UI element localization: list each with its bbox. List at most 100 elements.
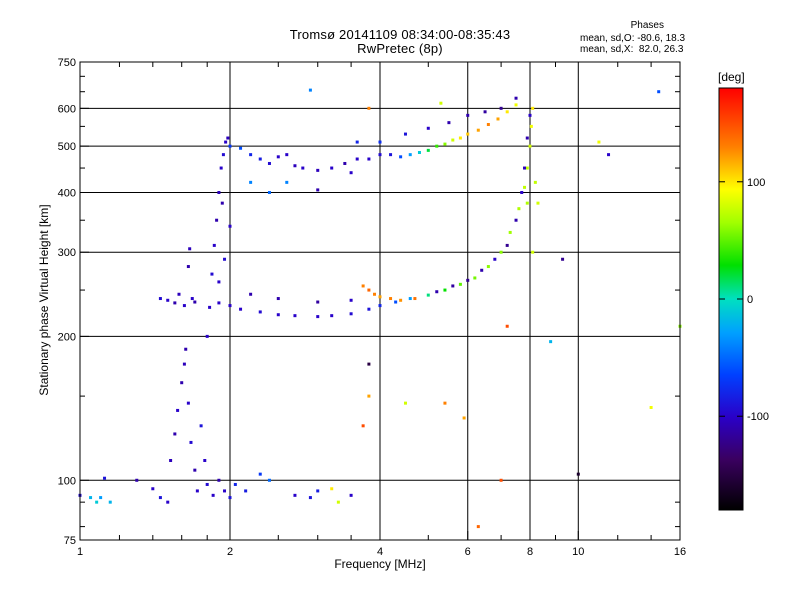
data-point (367, 106, 371, 110)
data-point (228, 496, 232, 500)
data-point (316, 300, 320, 304)
data-point (525, 136, 529, 140)
data-point (184, 347, 188, 351)
data-point (576, 472, 580, 476)
data-point (103, 476, 107, 480)
colorbar-ticks: 100 0 -100 (719, 177, 769, 423)
data-point (258, 472, 262, 476)
data-point (408, 153, 412, 157)
data-point (276, 297, 280, 301)
y-tick-label: 200 (58, 331, 76, 343)
data-point (355, 140, 359, 144)
data-point (182, 362, 186, 366)
data-point (330, 166, 334, 170)
x-tick-label: 10 (572, 546, 584, 558)
data-point (657, 90, 661, 94)
data-point (221, 153, 225, 157)
data-point (258, 310, 262, 314)
data-point (389, 297, 393, 301)
data-point (203, 458, 207, 462)
data-point (210, 272, 214, 276)
colorbar-tick-label: 100 (747, 177, 765, 189)
data-point (435, 290, 439, 294)
data-point (193, 468, 197, 472)
data-point (233, 482, 237, 486)
data-point (316, 168, 320, 172)
data-point (285, 180, 289, 184)
chart-title: Tromsø 20141109 08:34:00-08:35:43 (289, 27, 511, 42)
data-point (267, 478, 271, 482)
data-point (399, 298, 403, 302)
data-point (316, 188, 320, 192)
data-point (473, 276, 477, 280)
data-point (649, 405, 653, 409)
phase-stats-heading: Phases (630, 20, 664, 31)
data-point (249, 153, 253, 157)
data-point (211, 493, 215, 497)
data-point (244, 489, 248, 493)
data-point (514, 103, 518, 107)
data-point (403, 401, 407, 405)
data-point (486, 123, 490, 127)
data-point (330, 314, 334, 318)
data-point (499, 478, 503, 482)
data-point (443, 401, 447, 405)
data-point (355, 157, 359, 161)
data-point (443, 288, 447, 292)
data-point (499, 250, 503, 254)
data-point (349, 171, 353, 175)
data-point (597, 140, 601, 144)
phase-stats-o: mean, sd,O: -80.6, 18.3 (580, 33, 686, 44)
data-point (505, 243, 509, 247)
data-point (166, 500, 170, 504)
x-axis-label: Frequency [MHz] (334, 557, 425, 571)
y-tick-label: 75 (64, 535, 76, 547)
data-point (349, 298, 353, 302)
data-point (462, 416, 466, 420)
x-tick-label: 4 (377, 546, 383, 558)
data-point (536, 201, 540, 205)
data-point (99, 496, 103, 500)
data-point (195, 489, 199, 493)
data-point (458, 136, 462, 140)
data-point (228, 224, 232, 228)
data-point (443, 142, 447, 146)
data-point (217, 478, 221, 482)
data-point (476, 128, 480, 132)
data-point (308, 88, 312, 92)
data-point (505, 110, 509, 114)
data-point (330, 487, 334, 491)
data-point (483, 110, 487, 114)
data-point (531, 106, 535, 110)
data-point (190, 297, 194, 301)
y-tick-label: 100 (58, 475, 76, 487)
data-point (176, 408, 180, 412)
data-point (205, 482, 209, 486)
data-point (373, 292, 377, 296)
data-point (493, 257, 497, 261)
data-point (349, 312, 353, 316)
data-point (220, 201, 224, 205)
colorbar-tick-label: 0 (747, 294, 753, 306)
data-point (514, 218, 518, 222)
data-point (480, 268, 484, 272)
data-point (523, 185, 527, 189)
data-point (308, 496, 312, 500)
plot-grid (80, 62, 680, 540)
data-point (378, 304, 382, 308)
data-point (394, 300, 398, 304)
data-point (508, 230, 512, 234)
data-point (466, 113, 470, 117)
data-point (217, 280, 221, 284)
data-point (451, 284, 455, 288)
data-point (426, 126, 430, 130)
data-point (378, 295, 382, 299)
data-point (505, 324, 509, 328)
data-point (549, 340, 553, 344)
data-point (267, 190, 271, 194)
y-tick-label: 500 (58, 141, 76, 153)
data-point (367, 157, 371, 161)
data-point (528, 144, 532, 148)
data-point (108, 500, 112, 504)
data-point (426, 148, 430, 152)
